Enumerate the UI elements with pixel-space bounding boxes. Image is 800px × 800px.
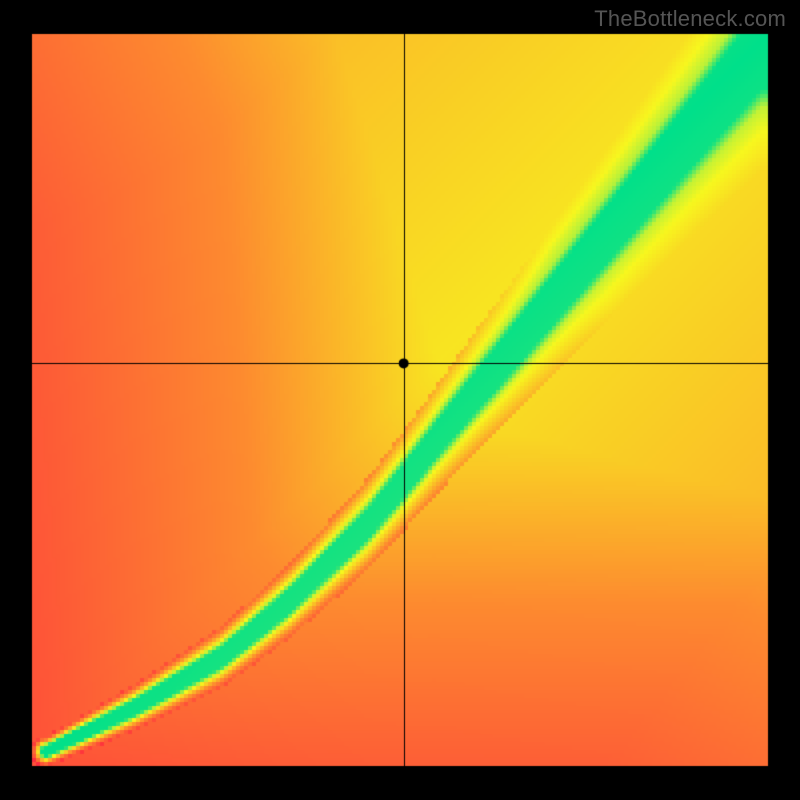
watermark-text: TheBottleneck.com	[594, 6, 786, 32]
bottleneck-heatmap-canvas	[0, 0, 800, 800]
chart-container: TheBottleneck.com	[0, 0, 800, 800]
